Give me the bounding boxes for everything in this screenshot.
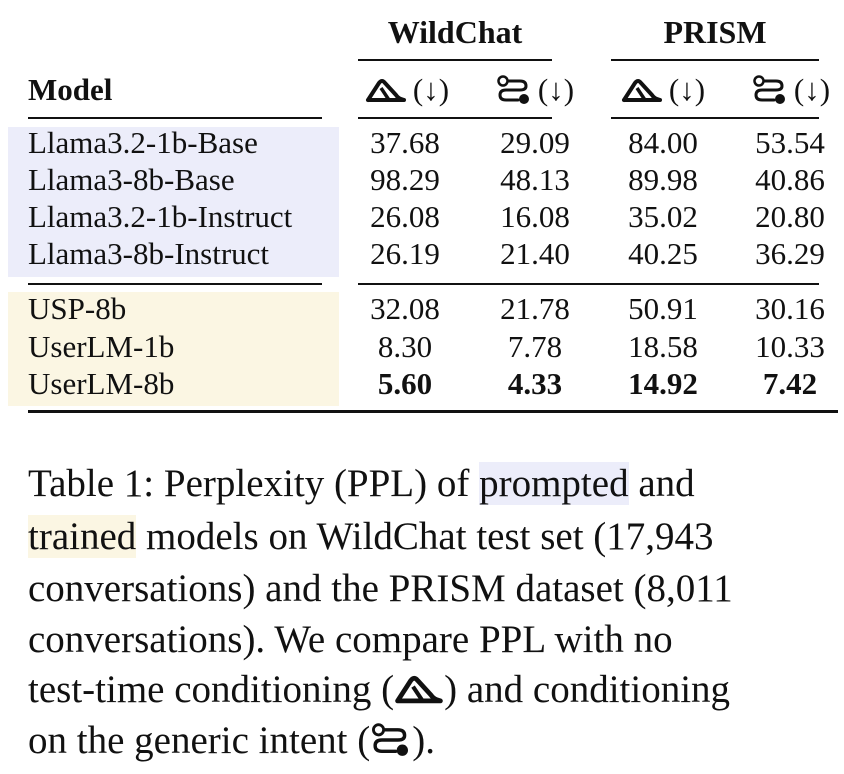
wildchat-intent-value: 48.13 [500,162,570,197]
trained-highlight: trained [28,515,137,558]
arrow-down-label: (↓) [668,72,706,107]
caption-line-4: conversations). We compare PPL with no [28,618,673,661]
prism-no-cond-value: 18.58 [628,329,698,364]
caption-line-5: test-time conditioning () and conditioni… [28,668,731,711]
group-header-wildchat: WildChat [387,14,523,50]
caption-line-2: trained models on WildChat test set (17,… [28,515,714,558]
prism-intent-value: 10.33 [755,329,825,364]
prism-no-cond-value: 50.91 [628,291,698,326]
header-rule-wildchat [358,117,552,119]
section-rule-data [358,283,819,285]
prism-no-cond-value: 89.98 [628,162,698,197]
wildchat-intent-value: 7.78 [507,329,563,364]
prism-intent-value: 20.80 [755,199,825,234]
col-header-wildchat-intent: (↓) [482,70,588,110]
header-rule-prism [611,117,819,119]
wildchat-intent-value: 4.33 [507,366,563,401]
prism-intent-value: 53.54 [755,125,825,160]
wildchat-intent-value: 21.40 [500,236,570,271]
arrow-down-label: (↓) [412,72,450,107]
model-name: Llama3-8b-Base [28,162,235,197]
prism-no-cond-value: 14.92 [628,366,698,401]
table-bottom-rule [28,410,838,413]
model-name: UserLM-8b [28,366,175,401]
generic-intent-icon [497,75,529,104]
wildchat-intent-value: 21.78 [500,291,570,326]
prism-no-cond-value: 35.02 [628,199,698,234]
caption-line-1: Table 1: Perplexity (PPL) of prompted an… [28,462,695,505]
col-header-prism-no-cond: (↓) [608,70,718,110]
model-name: Llama3.2-1b-Base [28,125,258,160]
prism-underline [611,59,819,61]
model-name: USP-8b [28,291,127,326]
prism-no-cond-value: 84.00 [628,125,698,160]
wildchat-no-cond-value: 26.08 [370,199,440,234]
section-rule-model [28,283,322,285]
prism-intent-value: 30.16 [755,291,825,326]
col-header-prism-intent: (↓) [738,70,844,110]
generic-intent-icon [372,723,409,756]
wildchat-intent-value: 16.08 [500,199,570,234]
no-conditioning-icon [621,79,662,102]
wildchat-underline [358,59,552,61]
generic-intent-icon [753,75,785,104]
prism-intent-value: 36.29 [755,236,825,271]
arrow-down-label: (↓) [537,72,575,107]
prism-intent-value: 7.42 [762,366,818,401]
wildchat-no-cond-value: 8.30 [377,329,433,364]
trained-models-highlight [8,292,339,406]
wildchat-no-cond-value: 98.29 [370,162,440,197]
wildchat-no-cond-value: 37.68 [370,125,440,160]
prism-no-cond-value: 40.25 [628,236,698,271]
wildchat-no-cond-value: 26.19 [370,236,440,271]
no-conditioning-icon [365,79,406,102]
wildchat-no-cond-value: 32.08 [370,291,440,326]
prism-intent-value: 40.86 [755,162,825,197]
no-conditioning-icon [395,675,443,704]
model-name: Llama3.2-1b-Instruct [28,199,293,234]
col-header-wildchat-no-cond: (↓) [352,70,462,110]
caption-line-3: conversations) and the PRISM dataset (8,… [28,567,733,610]
group-header-prism: PRISM [663,14,767,50]
model-name: Llama3-8b-Instruct [28,236,270,271]
model-column-header: Model [28,72,113,107]
prompted-models-highlight [8,127,339,277]
caption-line-6: on the generic intent (). [28,719,435,762]
model-name: UserLM-1b [28,329,175,364]
prompted-highlight: prompted [479,462,629,505]
arrow-down-label: (↓) [793,72,831,107]
header-rule-model [28,117,322,119]
wildchat-intent-value: 29.09 [500,125,570,160]
wildchat-no-cond-value: 5.60 [377,366,433,401]
